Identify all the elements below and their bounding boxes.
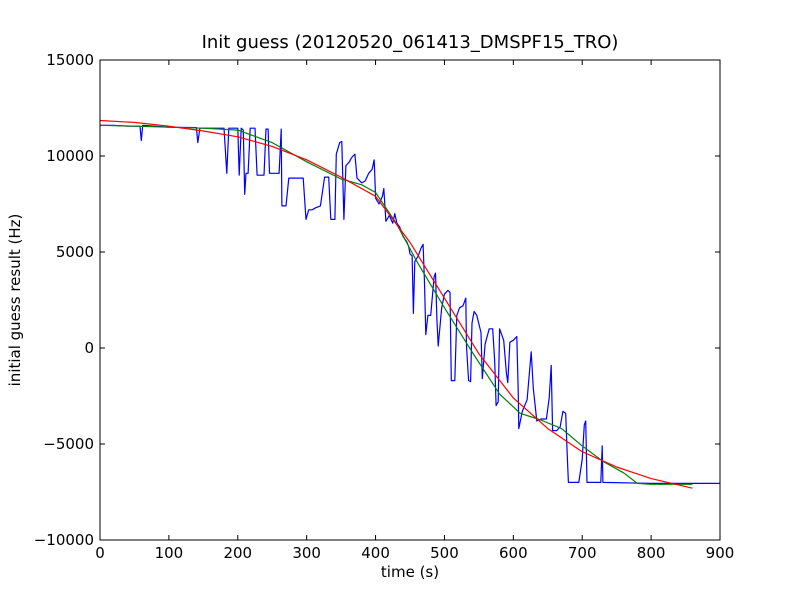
x-tick-label-5: 500	[430, 544, 459, 562]
plot-frame	[99, 59, 721, 541]
y-tick-label-1: −5000	[43, 435, 94, 453]
y-tick-label-2: 0	[84, 339, 94, 357]
series-line-1	[99, 124, 693, 485]
x-tick-label-0: 0	[95, 544, 105, 562]
tick-layer: 0 100 200 300 400 500 600 700 800 900 −10000 −5000 0…	[34, 51, 735, 562]
x-tick-label-7: 700	[568, 544, 597, 562]
x-tick-label-6: 600	[499, 544, 528, 562]
x-axis-label: time (s)	[381, 563, 439, 581]
x-tick-label-8: 800	[637, 544, 666, 562]
series-line-0	[100, 124, 720, 484]
x-tick-label-2: 200	[223, 544, 252, 562]
y-tick-label-3: 5000	[56, 243, 94, 261]
y-tick-label-5: 15000	[46, 51, 94, 69]
y-axis-label: initial guess result (Hz)	[6, 214, 24, 387]
x-tick-label-3: 300	[292, 544, 321, 562]
x-tick-label-1: 100	[155, 544, 184, 562]
chart-title: Init guess (20120520_061413_DMSPF15_TRO)	[202, 32, 619, 53]
series-line-2	[99, 119, 693, 489]
y-tick-label-4: 10000	[46, 147, 94, 165]
y-tick-label-0: −10000	[34, 531, 94, 549]
x-tick-label-4: 400	[361, 544, 390, 562]
series-layer	[99, 119, 720, 489]
x-tick-label-9: 900	[706, 544, 735, 562]
plot-area	[100, 60, 720, 540]
